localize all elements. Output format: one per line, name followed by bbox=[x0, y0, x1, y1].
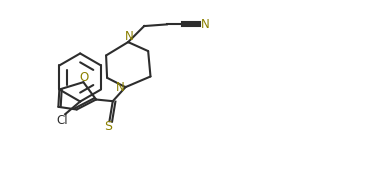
Text: N: N bbox=[201, 18, 209, 31]
Text: S: S bbox=[104, 120, 112, 133]
Text: Cl: Cl bbox=[57, 114, 68, 127]
Text: N: N bbox=[116, 81, 125, 94]
Text: N: N bbox=[125, 30, 134, 43]
Text: O: O bbox=[79, 71, 89, 84]
